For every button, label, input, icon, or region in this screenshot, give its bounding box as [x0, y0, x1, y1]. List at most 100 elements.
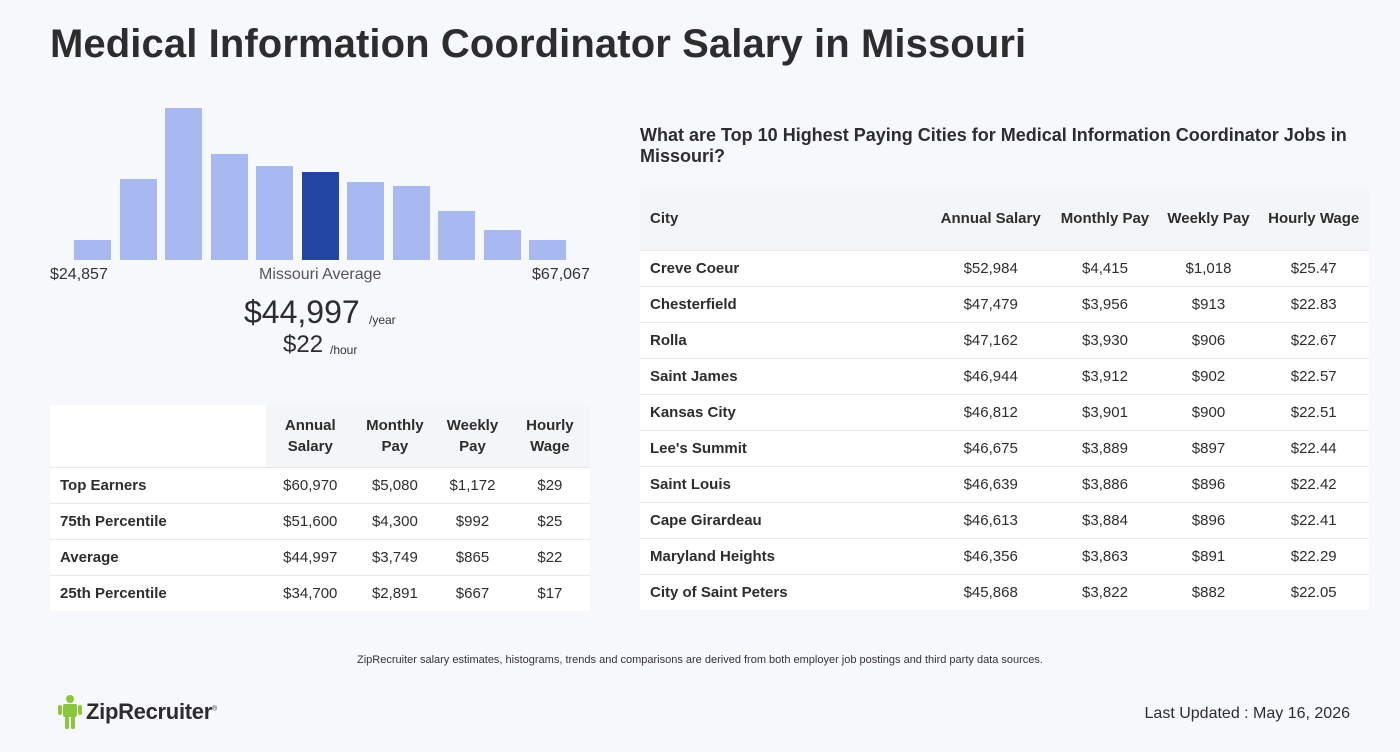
city-value-cell: $3,901	[1051, 393, 1159, 430]
city-value-cell: $913	[1158, 285, 1259, 322]
city-row: Rolla $47,162 $3,930 $906 $22.67	[640, 321, 1369, 358]
annual-average-value: $44,997	[244, 294, 360, 330]
city-value-cell: $47,162	[930, 321, 1052, 358]
city-name: Saint Louis	[640, 465, 930, 502]
city-value-cell: $897	[1158, 429, 1259, 466]
city-value-cell: $22.41	[1258, 501, 1369, 538]
histogram-average-label: Missouri Average	[259, 266, 382, 283]
city-value-cell: $22.44	[1258, 429, 1369, 466]
city-value-cell: $22.67	[1258, 321, 1369, 358]
city-value-cell: $4,415	[1051, 249, 1159, 286]
header-annual-salary: Annual Salary	[930, 188, 1052, 250]
city-row: Saint James $46,944 $3,912 $902 $22.57	[640, 357, 1369, 394]
blank-header-cell	[50, 405, 266, 467]
header-city: City	[640, 188, 930, 250]
city-row: Saint Louis $46,639 $3,886 $896 $22.42	[640, 465, 1369, 502]
percentile-row: 25th Percentile $34,700 $2,891 $667 $17	[50, 574, 590, 611]
histogram-min-label: $24,857	[50, 266, 108, 283]
city-row: Maryland Heights $46,356 $3,863 $891 $22.29	[640, 537, 1369, 574]
percentile-row: Average $44,997 $3,749 $865 $22	[50, 538, 590, 575]
histogram-bar	[256, 166, 293, 260]
data-source-footnote: ZipRecruiter salary estimates, histogram…	[357, 654, 1043, 666]
percentile-value-cell: $25	[509, 502, 590, 539]
city-value-cell: $3,863	[1051, 537, 1159, 574]
percentile-table: Annual Salary Monthly Pay Weekly Pay Hou…	[50, 405, 590, 611]
city-value-cell: $46,639	[930, 465, 1052, 502]
ziprecruiter-logo[interactable]: ZipRecruiter®	[58, 694, 217, 730]
city-value-cell: $46,613	[930, 501, 1052, 538]
city-value-cell: $22.57	[1258, 357, 1369, 394]
city-value-cell: $22.42	[1258, 465, 1369, 502]
ziprecruiter-person-icon	[58, 695, 82, 729]
hourly-average-value: $22	[283, 331, 324, 358]
city-value-cell: $3,930	[1051, 321, 1159, 358]
percentile-value-cell: $3,749	[354, 538, 436, 575]
header-hourly-wage: Hourly Wage	[509, 405, 590, 467]
city-name: Cape Girardeau	[640, 501, 930, 538]
percentile-row-label: 25th Percentile	[50, 574, 266, 611]
city-row: Creve Coeur $52,984 $4,415 $1,018 $25.47	[640, 249, 1369, 286]
city-value-cell: $3,886	[1051, 465, 1159, 502]
histogram-bar	[210, 154, 248, 260]
percentile-value-cell: $29	[509, 466, 590, 503]
annual-unit: /year	[369, 313, 396, 327]
percentile-value-cell: $667	[435, 574, 510, 611]
city-value-cell: $896	[1158, 465, 1259, 502]
histogram-bar	[347, 182, 384, 260]
city-name: Maryland Heights	[640, 537, 930, 574]
percentile-value-cell: $60,970	[266, 466, 355, 503]
city-value-cell: $46,675	[930, 429, 1052, 466]
city-row: City of Saint Peters $45,868 $3,822 $882 $22…	[640, 573, 1369, 610]
city-value-cell: $906	[1158, 321, 1259, 358]
city-value-cell: $22.83	[1258, 285, 1369, 322]
city-value-cell: $46,356	[930, 537, 1052, 574]
salary-histogram	[50, 100, 590, 260]
city-value-cell: $900	[1158, 393, 1259, 430]
city-value-cell: $46,944	[930, 357, 1052, 394]
city-value-cell: $896	[1158, 501, 1259, 538]
logo-wordmark: ZipRecruiter®	[86, 699, 217, 724]
city-row: Chesterfield $47,479 $3,956 $913 $22.83	[640, 285, 1369, 322]
city-value-cell: $3,889	[1051, 429, 1159, 466]
city-value-cell: $882	[1158, 573, 1259, 610]
cities-section-title: What are Top 10 Highest Paying Cities fo…	[640, 125, 1347, 166]
city-name: Kansas City	[640, 393, 930, 430]
city-value-cell: $22.29	[1258, 537, 1369, 574]
city-value-cell: $22.05	[1258, 573, 1369, 610]
histogram-bar	[529, 240, 566, 260]
city-value-cell: $52,984	[930, 249, 1052, 286]
header-monthly-pay: Monthly Pay	[1051, 188, 1159, 250]
histogram-bar	[119, 179, 157, 260]
city-row: Cape Girardeau $46,613 $3,884 $896 $22.41	[640, 501, 1369, 538]
histogram-bar	[483, 230, 521, 260]
histogram-bar-average	[301, 172, 339, 260]
city-value-cell: $3,912	[1051, 357, 1159, 394]
percentile-row: 75th Percentile $51,600 $4,300 $992 $25	[50, 502, 590, 539]
hourly-unit: /hour	[330, 343, 358, 357]
histogram-bar	[165, 108, 202, 260]
city-value-cell: $47,479	[930, 285, 1052, 322]
city-value-cell: $891	[1158, 537, 1259, 574]
city-value-cell: $902	[1158, 357, 1259, 394]
percentile-value-cell: $17	[509, 574, 590, 611]
header-weekly-pay: Weekly Pay	[435, 405, 510, 467]
percentile-value-cell: $1,172	[435, 466, 510, 503]
city-value-cell: $1,018	[1158, 249, 1259, 286]
city-name: Saint James	[640, 357, 930, 394]
city-row: Kansas City $46,812 $3,901 $900 $22.51	[640, 393, 1369, 430]
percentile-value-cell: $4,300	[354, 502, 436, 539]
city-value-cell: $46,812	[930, 393, 1052, 430]
percentile-row: Top Earners $60,970 $5,080 $1,172 $29	[50, 466, 590, 503]
city-value-cell: $3,822	[1051, 573, 1159, 610]
city-value-cell: $3,884	[1051, 501, 1159, 538]
city-value-cell: $3,956	[1051, 285, 1159, 322]
histogram-bar	[392, 186, 430, 260]
percentile-row-label: Average	[50, 538, 266, 575]
percentile-value-cell: $5,080	[354, 466, 436, 503]
header-monthly-pay: Monthly Pay	[354, 405, 436, 467]
percentile-value-cell: $44,997	[266, 538, 355, 575]
city-name: City of Saint Peters	[640, 573, 930, 610]
percentile-value-cell: $992	[435, 502, 510, 539]
city-value-cell: $45,868	[930, 573, 1052, 610]
page-title: Medical Information Coordinator Salary i…	[50, 22, 1027, 66]
